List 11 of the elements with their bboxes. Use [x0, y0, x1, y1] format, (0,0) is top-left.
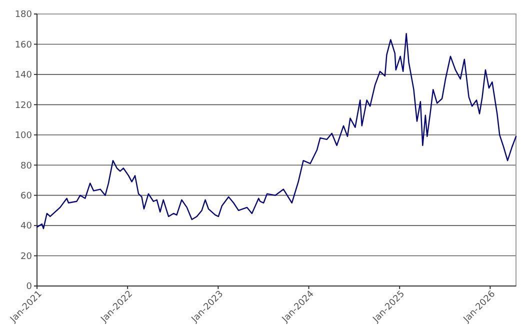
y-tick-label: 40 [20, 222, 32, 232]
y-tick-label: 100 [14, 131, 32, 142]
y-tick-label: 0 [26, 282, 32, 292]
line-series [36, 33, 517, 230]
y-tick-label: 80 [20, 161, 32, 172]
y-tick-label: 20 [20, 252, 32, 262]
y-tick-label: 140 [14, 70, 32, 81]
y-tick-label: 120 [14, 100, 32, 111]
y-tick-label: 180 [14, 10, 32, 20]
y-tick-label: 60 [20, 191, 32, 202]
y-tick-label: 160 [14, 40, 32, 50]
